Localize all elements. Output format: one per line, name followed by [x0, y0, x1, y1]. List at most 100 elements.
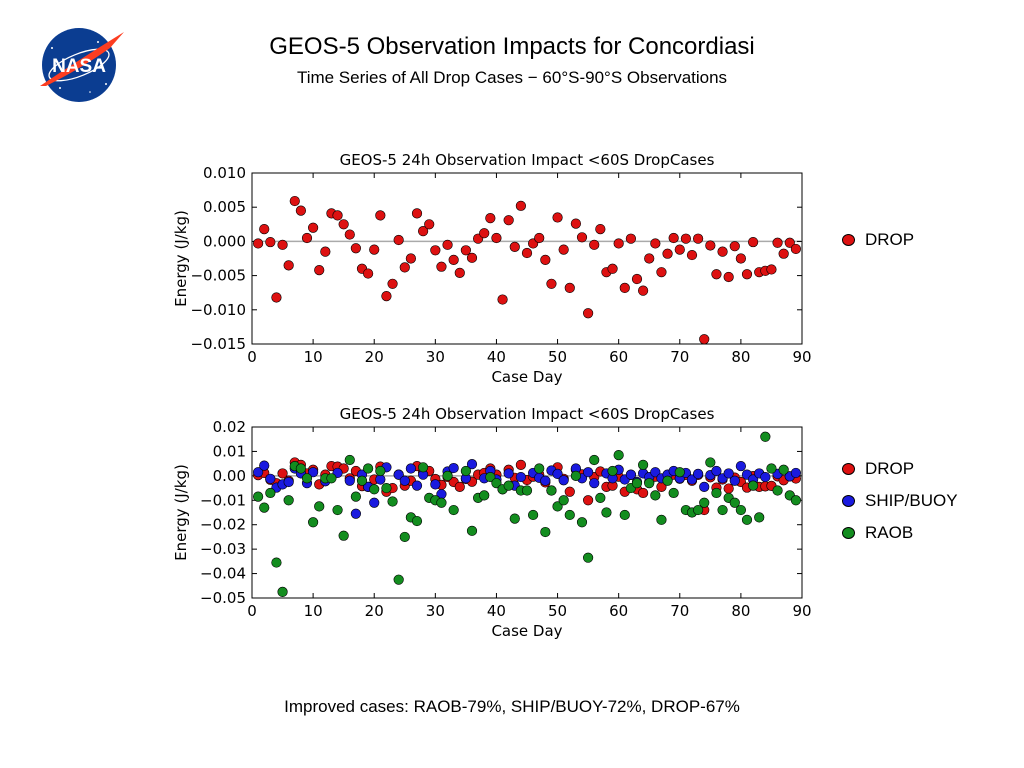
- y-tick-label: 0.000: [203, 232, 246, 250]
- point-drop: [393, 234, 404, 246]
- point-drop: [301, 232, 313, 244]
- point-raob: [735, 504, 746, 516]
- point-raob: [540, 526, 551, 538]
- point-raob: [265, 487, 276, 499]
- point-raob: [631, 478, 643, 489]
- point-ship-buoy: [711, 465, 722, 477]
- point-drop: [479, 228, 490, 239]
- point-raob: [503, 480, 514, 491]
- point-raob: [607, 465, 618, 477]
- y-tick-label: −0.05: [200, 589, 246, 607]
- point-drop: [784, 237, 795, 248]
- y-tick-label: −0.005: [190, 267, 246, 285]
- point-raob: [754, 512, 765, 523]
- page-title: GEOS-5 Observation Impacts for Concordia…: [269, 33, 755, 60]
- point-raob: [418, 462, 429, 473]
- point-ship-buoy: [515, 471, 526, 483]
- point-ship-buoy: [393, 469, 404, 480]
- point-raob: [485, 471, 496, 483]
- point-drop: [308, 222, 319, 233]
- point-drop: [680, 233, 691, 244]
- point-ship-buoy: [369, 497, 380, 508]
- point-ship-buoy: [375, 474, 386, 485]
- point-raob: [479, 490, 490, 501]
- point-drop: [381, 291, 392, 302]
- point-ship-buoy: [448, 462, 459, 474]
- point-raob: [332, 504, 343, 516]
- nasa-logo: NASA: [40, 28, 124, 102]
- y-axis-label: Energy (J/kg): [172, 464, 190, 561]
- point-drop: [644, 253, 655, 264]
- chart-all-obs: 0 10 20 30 40 50 60 70 80 90 0.02 0.01 0.00 −0.01 −0.0…: [172, 405, 812, 640]
- point-drop: [711, 269, 722, 280]
- y-tick-label: 0.010: [203, 164, 246, 182]
- point-drop: [411, 208, 423, 219]
- point-drop: [583, 308, 594, 319]
- point-raob: [466, 525, 478, 536]
- point-drop: [436, 261, 447, 272]
- x-tick-label: 70: [670, 602, 689, 620]
- point-ship-buoy: [723, 468, 734, 479]
- legend-label-ship-buoy: SHIP/BUOY: [865, 491, 958, 510]
- point-raob: [729, 497, 740, 508]
- x-tick-label: 30: [426, 602, 445, 620]
- x-tick-label: 60: [609, 602, 628, 620]
- point-ship-buoy: [259, 460, 270, 471]
- point-drop: [772, 237, 783, 248]
- point-raob: [308, 517, 319, 528]
- point-raob: [259, 502, 270, 513]
- point-drop: [540, 254, 551, 265]
- point-drop: [558, 244, 569, 255]
- point-drop: [289, 195, 300, 207]
- point-raob: [717, 504, 728, 516]
- point-ship-buoy: [729, 475, 740, 486]
- nasa-logo-text: NASA: [52, 56, 106, 77]
- legend-item-drop: DROP: [842, 224, 914, 256]
- point-drop: [454, 267, 465, 278]
- point-ship-buoy: [735, 460, 746, 472]
- point-drop: [723, 271, 734, 283]
- point-drop: [625, 233, 636, 244]
- y-tick-label: −0.015: [190, 335, 246, 353]
- point-drop: [656, 267, 667, 278]
- x-tick-label: 0: [247, 348, 257, 366]
- page-subtitle: Time Series of All Drop Cases − 60°S-90°…: [296, 68, 728, 87]
- point-drop: [399, 262, 410, 273]
- point-ship-buoy: [411, 480, 423, 491]
- point-raob: [619, 509, 630, 521]
- point-drop: [387, 278, 398, 289]
- point-drop: [735, 253, 746, 264]
- point-raob: [748, 480, 759, 491]
- point-drop: [277, 239, 288, 250]
- point-drop: [552, 212, 563, 223]
- point-drop: [253, 238, 264, 249]
- point-drop: [650, 238, 661, 249]
- point-raob: [301, 473, 313, 484]
- point-ship-buoy: [625, 469, 636, 480]
- point-raob: [326, 473, 337, 484]
- point-ship-buoy: [650, 467, 661, 478]
- point-ship-buoy: [308, 467, 319, 478]
- point-drop: [369, 244, 380, 255]
- point-raob: [638, 459, 649, 470]
- point-drop: [766, 264, 777, 275]
- point-drop: [491, 232, 502, 244]
- point-drop: [668, 232, 679, 244]
- x-axis-label: Case Day: [491, 622, 562, 640]
- point-raob: [387, 496, 398, 507]
- legend-label-drop: DROP: [865, 459, 915, 478]
- x-tick-label: 20: [365, 348, 384, 366]
- point-raob: [613, 449, 624, 461]
- x-tick-label: 80: [731, 602, 750, 620]
- point-drop: [485, 213, 496, 224]
- point-ship-buoy: [405, 463, 416, 474]
- point-drop: [631, 273, 643, 285]
- point-raob: [662, 475, 673, 486]
- legend-dot-drop: [842, 463, 855, 475]
- point-raob: [314, 501, 325, 512]
- point-raob: [411, 515, 423, 527]
- legend-dot-ship-buoy: [842, 495, 855, 507]
- point-drop: [693, 233, 704, 244]
- point-raob: [369, 484, 380, 495]
- point-raob: [375, 465, 386, 477]
